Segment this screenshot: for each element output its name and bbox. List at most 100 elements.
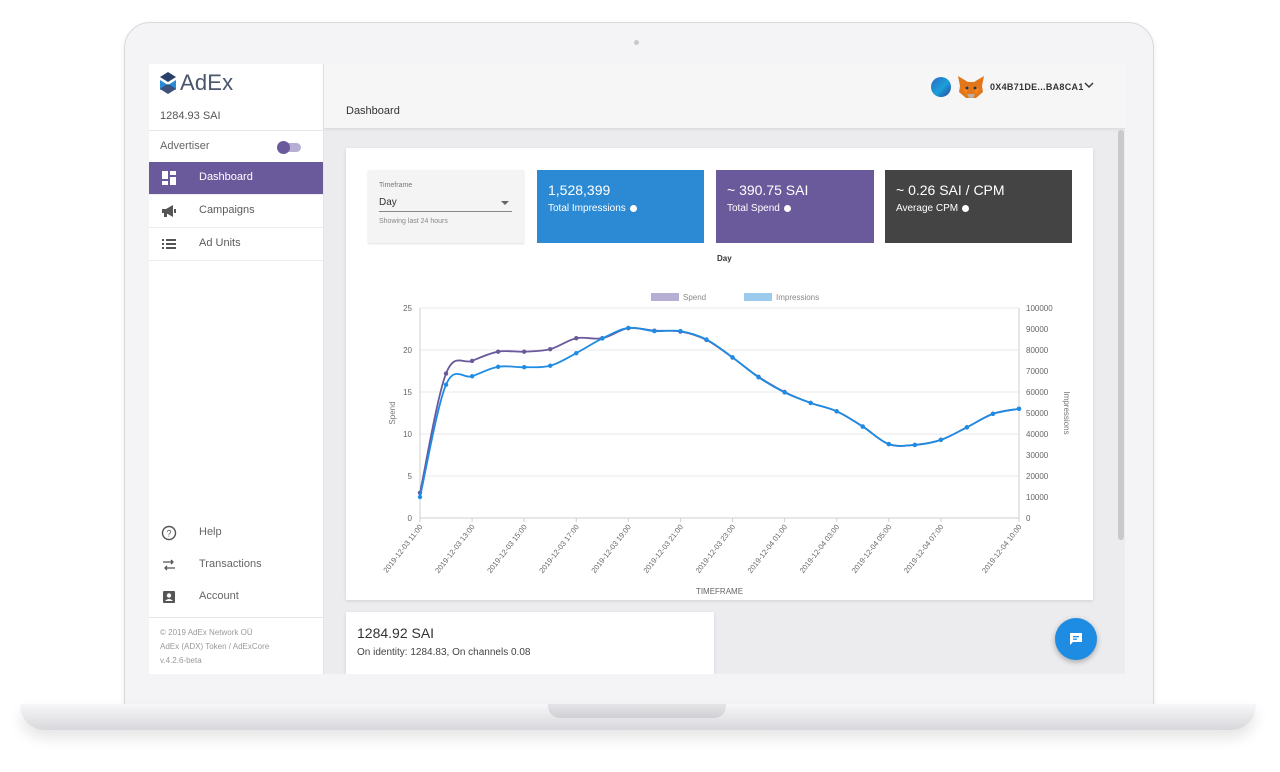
app-name: AdEx	[180, 70, 234, 95]
x-tick-label: 2019-12-03 13:00	[433, 523, 477, 575]
sidebar-item-dashboard[interactable]: Dashboard	[149, 162, 323, 195]
sidebar-item-label: Transactions	[199, 558, 262, 570]
data-point-impressions	[808, 400, 813, 406]
footer-links[interactable]: AdEx (ADX) Token / AdExCore	[160, 642, 270, 651]
sidebar-item-account[interactable]: Account	[149, 583, 323, 611]
sidebar-item-label: Dashboard	[199, 171, 253, 183]
data-point-impressions	[834, 409, 839, 414]
data-point-spend	[443, 371, 449, 376]
timeframe-hint: Showing last 24 hours	[379, 218, 448, 225]
y-right-tick-label: 100000	[1026, 304, 1053, 313]
data-point-impressions	[626, 325, 631, 331]
legend-swatch	[744, 293, 772, 301]
info-icon[interactable]	[783, 205, 791, 212]
stat-value: 1,528,399	[548, 182, 611, 198]
legend-label: Impressions	[776, 293, 819, 302]
data-point-spend	[574, 336, 579, 341]
x-tick-label: 2019-12-04 01:00	[746, 523, 790, 575]
timeframe-value: Day	[379, 197, 397, 208]
chart-title: Day	[717, 254, 732, 263]
x-tick-label: 2019-12-03 19:00	[589, 523, 633, 575]
timeframe-select[interactable]: Day	[379, 195, 512, 212]
sidebar-item-campaigns[interactable]: Campaigns	[149, 195, 323, 228]
series-line-impressions	[419, 326, 1020, 498]
role-label: Advertiser	[160, 140, 210, 152]
data-point-impressions	[574, 350, 579, 356]
y-right-tick-label: 30000	[1026, 451, 1049, 460]
x-tick-label: 2019-12-03 23:00	[694, 523, 738, 575]
info-icon[interactable]	[962, 205, 970, 212]
legend-swatch	[651, 293, 679, 301]
page-title: Dashboard	[346, 105, 400, 117]
page-scrollbar[interactable]	[1118, 130, 1124, 540]
data-point-impressions	[443, 382, 449, 387]
sidebar-item-label: Campaigns	[199, 204, 255, 216]
data-point-impressions	[652, 328, 657, 334]
sidebar: AdEx 1284.93 SAI Advertiser Dashboard Ca…	[149, 64, 324, 674]
help-icon: ?	[161, 525, 177, 541]
y-right-tick-label: 0	[1026, 514, 1031, 523]
x-tick-label: 2019-12-04 03:00	[798, 523, 842, 575]
y-right-tick-label: 90000	[1026, 325, 1049, 334]
stat-total-spend: ~ 390.75 SAI Total Spend	[716, 170, 874, 243]
y-right-tick-label: 60000	[1026, 388, 1049, 397]
timeframe-label: Timeframe	[379, 182, 413, 189]
data-point-impressions	[495, 364, 501, 369]
y-right-tick-label: 10000	[1026, 493, 1049, 502]
data-point-impressions	[600, 336, 605, 341]
sidebar-item-label: Ad Units	[199, 237, 241, 249]
data-point-spend	[495, 349, 501, 354]
logo[interactable]: AdEx	[159, 70, 233, 96]
x-axis-title: TIMEFRAME	[696, 587, 743, 596]
laptop-notch	[548, 704, 726, 718]
account-address[interactable]: 0X4B71DE...BA8CA1	[990, 82, 1084, 92]
role-toggle[interactable]	[277, 141, 303, 154]
data-point-impressions	[704, 337, 709, 342]
stat-average-cpm: ~ 0.26 SAI / CPM Average CPM	[885, 170, 1072, 243]
data-point-impressions	[1016, 406, 1022, 411]
data-point-impressions	[782, 390, 787, 395]
footer-divider	[149, 617, 323, 618]
adex-logo-icon	[160, 72, 176, 94]
chevron-down-icon[interactable]	[1084, 80, 1094, 90]
metamask-fox-icon[interactable]	[956, 74, 986, 100]
balance-breakdown: On identity: 1284.83, On channels 0.08	[357, 647, 531, 658]
data-point-impressions	[938, 437, 944, 443]
top-bar: Dashboard 0X4B71DE...BA8CA1	[324, 64, 1125, 129]
x-tick-label: 2019-12-03 15:00	[485, 523, 529, 575]
y-right-tick-label: 80000	[1026, 346, 1049, 355]
sidebar-item-transactions[interactable]: Transactions	[149, 551, 323, 579]
legend-label: Spend	[683, 293, 706, 302]
app-screen: AdEx 1284.93 SAI Advertiser Dashboard Ca…	[149, 64, 1125, 674]
sidebar-item-label: Account	[199, 590, 239, 602]
chat-button[interactable]	[1055, 618, 1097, 660]
svg-text:?: ?	[166, 529, 171, 539]
sidebar-item-label: Help	[199, 526, 222, 538]
chat-icon	[1070, 633, 1082, 645]
data-point-impressions	[990, 411, 996, 417]
stats-card: Timeframe Day Showing last 24 hours 1,52…	[346, 148, 1093, 600]
timeframe-selector: Timeframe Day Showing last 24 hours	[368, 170, 524, 243]
sidebar-item-ad-units[interactable]: Ad Units	[149, 228, 323, 261]
stat-label: Total Spend	[727, 203, 791, 214]
identity-avatar[interactable]	[931, 77, 951, 97]
data-point-impressions	[417, 494, 423, 500]
data-point-impressions	[521, 365, 527, 370]
y-left-tick-label: 5	[408, 472, 413, 481]
info-icon[interactable]	[629, 205, 637, 212]
sidebar-balance: 1284.93 SAI	[160, 110, 221, 122]
balance-card: 1284.92 SAI On identity: 1284.83, On cha…	[346, 612, 714, 674]
data-point-impressions	[678, 328, 683, 334]
spend-impressions-chart: Spend Impressions 0 5 10 15 20 25 0 10000 20000 300…	[381, 293, 1071, 596]
x-tick-label: 2019-12-04 05:00	[850, 523, 894, 575]
y-left-tick-label: 15	[403, 388, 412, 397]
y-left-tick-label: 25	[403, 304, 412, 313]
transfer-icon	[163, 559, 175, 571]
sidebar-item-help[interactable]: ? Help	[149, 519, 323, 547]
role-switch-row[interactable]: Advertiser	[149, 130, 323, 163]
stat-label: Average CPM	[896, 203, 970, 214]
data-point-impressions	[860, 424, 865, 429]
footer-version: v.4.2.6-beta	[160, 656, 202, 665]
account-icon	[163, 591, 175, 603]
list-icon	[162, 239, 176, 249]
